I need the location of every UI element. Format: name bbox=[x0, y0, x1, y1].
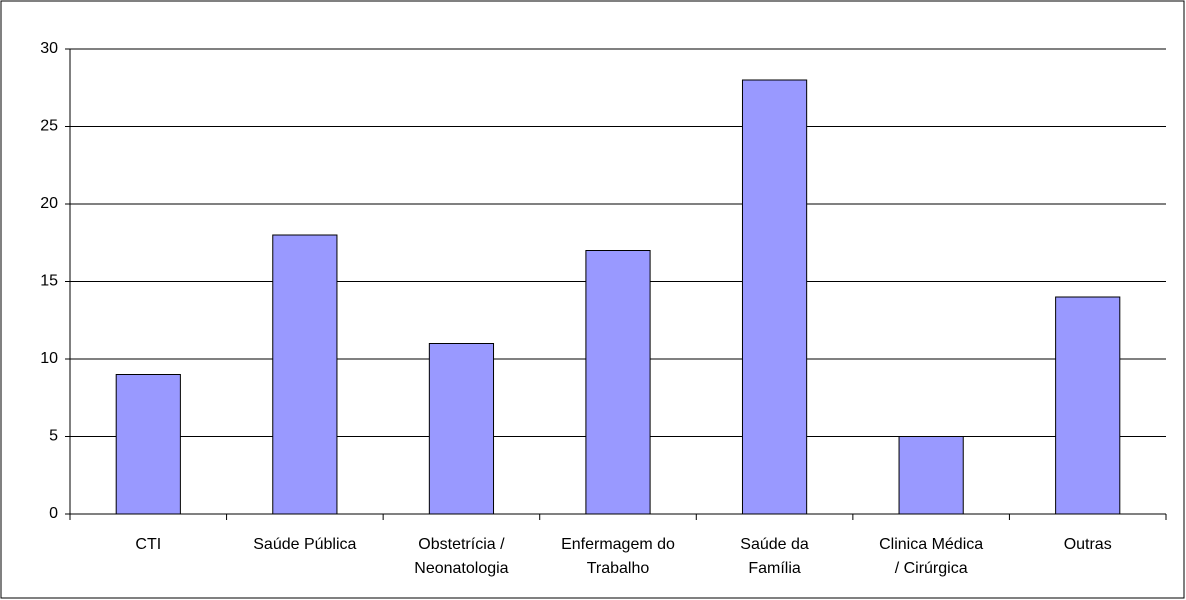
y-tick-label: 5 bbox=[49, 428, 58, 445]
bar bbox=[428, 343, 495, 515]
bar bbox=[272, 234, 338, 515]
y-tick-label: 20 bbox=[40, 195, 58, 212]
y-tick-label: 0 bbox=[49, 505, 58, 522]
x-tick-label: Obstetrícia / Neonatologia bbox=[414, 536, 509, 577]
bar bbox=[115, 374, 181, 515]
bar bbox=[898, 436, 964, 515]
bar bbox=[1055, 296, 1121, 515]
bar bbox=[741, 79, 808, 515]
y-tick-label: 25 bbox=[40, 118, 58, 135]
x-tick-label: Saúde Pública bbox=[253, 536, 357, 553]
x-tick-label: Saúde da Família bbox=[740, 536, 809, 577]
x-tick-label: Clinica Médica / Cirúrgica bbox=[879, 536, 984, 577]
y-tick-label: 10 bbox=[40, 350, 58, 367]
x-tick-label: Enfermagem do Trabalho bbox=[561, 536, 675, 577]
x-tick-label: Outras bbox=[1063, 536, 1112, 553]
y-tick-label: 30 bbox=[40, 40, 58, 57]
bar bbox=[585, 250, 651, 515]
y-tick-label: 15 bbox=[40, 273, 58, 290]
x-tick-label: CTI bbox=[135, 536, 162, 553]
